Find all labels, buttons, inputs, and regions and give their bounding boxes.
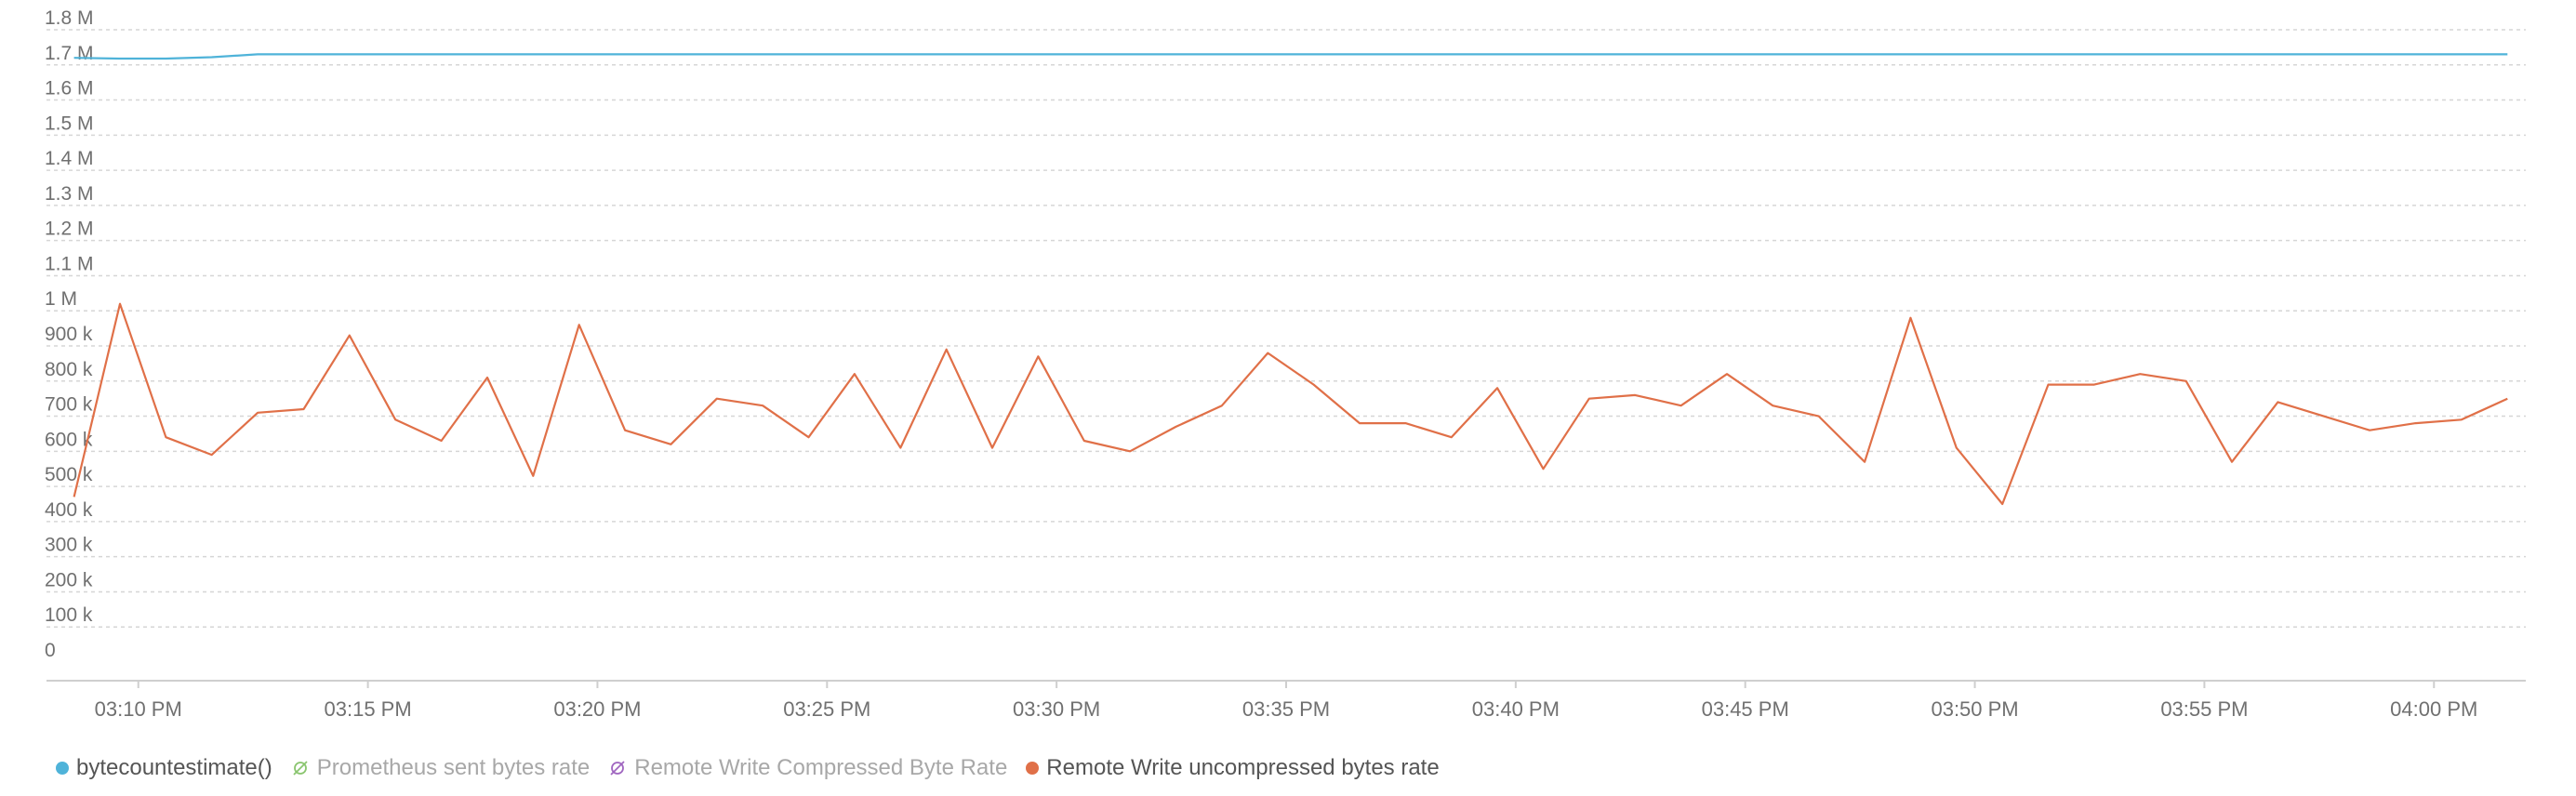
x-tick-label: 03:55 PM (2160, 697, 2248, 721)
y-tick-label: 400 k (45, 499, 93, 521)
y-axis-labels: 0 100 k 200 k 300 k 400 k 500 k 600 k 700 k 800 … (45, 7, 94, 661)
y-tick-label: 900 k (45, 324, 93, 345)
series-lines[interactable] (73, 53, 2508, 506)
y-tick-label: 200 k (45, 569, 93, 590)
x-axis-labels: 03:10 PM 03:15 PM 03:20 PM 03:25 PM 03:30 PM… (95, 681, 2477, 721)
y-tick-label: 1.1 M (45, 253, 94, 274)
x-tick-label: 03:25 PM (783, 697, 870, 721)
legend-item[interactable]: Remote Write Compressed Byte Rate (608, 755, 1007, 781)
series-hidden-icon (610, 761, 625, 776)
y-tick-label: 1.5 M (45, 113, 94, 134)
y-tick-label: 1.3 M (45, 183, 94, 205)
x-tick-label: 03:10 PM (95, 697, 182, 721)
series-dot-icon (1026, 762, 1040, 775)
x-tick-label: 03:30 PM (1013, 697, 1100, 721)
x-tick-label: 03:35 PM (1242, 697, 1330, 721)
y-tick-label: 0 (45, 640, 56, 661)
y-tick-label: 1.6 M (45, 78, 94, 100)
x-tick-label: 03:40 PM (1472, 697, 1560, 721)
y-tick-label: 1.7 M (45, 43, 94, 64)
y-tick-label: 1.4 M (45, 148, 94, 169)
legend-label: bytecountestimate() (76, 755, 272, 780)
legend-item[interactable]: Remote Write uncompressed bytes rate (1026, 755, 1440, 781)
y-tick-label: 800 k (45, 359, 93, 380)
x-tick-label: 03:15 PM (325, 697, 412, 721)
series-line-bytecountestimate[interactable] (73, 53, 2508, 60)
y-tick-label: 1.8 M (45, 7, 94, 29)
chart-legend: bytecountestimate() Prometheus sent bytes… (56, 755, 1440, 781)
legend-label: Prometheus sent bytes rate (316, 755, 591, 780)
legend-label: Remote Write uncompressed bytes rate (1046, 755, 1440, 780)
line-chart: 0 100 k 200 k 300 k 400 k 500 k 600 k 700 k 800 … (45, 7, 2526, 721)
x-tick-label: 03:20 PM (553, 697, 641, 721)
x-tick-label: 03:45 PM (1702, 697, 1789, 721)
series-dot-icon (56, 762, 69, 775)
x-tick-label: 04:00 PM (2390, 697, 2477, 721)
legend-label: Remote Write Compressed Byte Rate (634, 755, 1008, 780)
y-tick-label: 300 k (45, 535, 93, 556)
legend-item[interactable]: Prometheus sent bytes rate (291, 755, 590, 781)
y-tick-label: 100 k (45, 604, 93, 626)
y-tick-label: 1 M (45, 288, 77, 310)
grid-lines (46, 29, 2526, 628)
y-tick-label: 700 k (45, 394, 93, 416)
series-line-remote-write-uncompressed-bytes-rate[interactable] (73, 302, 2508, 506)
y-tick-label: 600 k (45, 429, 93, 450)
series-hidden-icon (293, 761, 308, 776)
y-tick-label: 500 k (45, 464, 93, 485)
y-tick-label: 1.2 M (45, 219, 94, 240)
x-tick-label: 03:50 PM (1931, 697, 2018, 721)
legend-item[interactable]: bytecountestimate() (56, 755, 272, 781)
